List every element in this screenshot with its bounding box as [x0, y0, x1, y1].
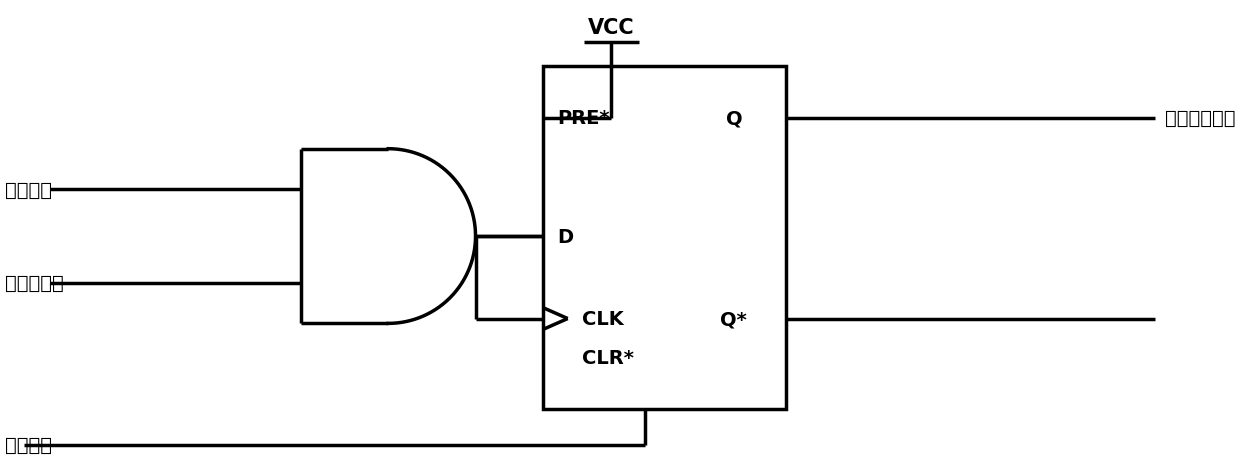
Text: 看门狗狗咋: 看门狗狗咋: [5, 274, 63, 293]
Text: CLR*: CLR*: [583, 348, 634, 367]
Text: Q*: Q*: [720, 309, 746, 328]
Text: 冷热启动标志: 冷热启动标志: [1164, 109, 1235, 128]
Text: 指令复位: 指令复位: [5, 180, 52, 199]
Text: VCC: VCC: [588, 19, 635, 38]
Text: Q: Q: [725, 109, 743, 128]
Bar: [543, 67, 786, 409]
Text: PRE*: PRE*: [557, 109, 610, 128]
Text: 上电复位: 上电复位: [5, 435, 52, 454]
Text: D: D: [557, 227, 573, 246]
Text: CLK: CLK: [583, 309, 624, 328]
